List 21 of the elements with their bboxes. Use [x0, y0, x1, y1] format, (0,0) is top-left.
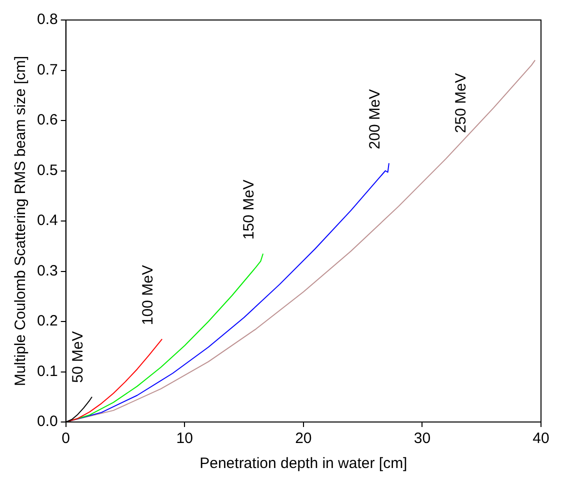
x-tick-label: 40	[532, 430, 550, 448]
x-tick-label: 0	[62, 430, 70, 448]
y-axis-title: Multiple Coulomb Scattering RMS beam size [cm]	[12, 56, 30, 386]
text: 100 MeV	[140, 265, 157, 326]
text: 50 MeV	[70, 331, 87, 383]
x-tick-label: 10	[176, 430, 193, 448]
y-tick-label: 0.3	[36, 262, 58, 280]
text: 150 MeV	[240, 180, 258, 240]
text: 250 MeV	[452, 72, 470, 134]
y-tick-label: 0.5	[36, 162, 58, 179]
y-tick-label: 0.7	[36, 61, 58, 78]
y-tick-label: 0.0	[36, 413, 58, 430]
x-tick-label: 30	[414, 430, 431, 448]
x-axis-title: Penetration depth in water [cm]	[200, 455, 408, 472]
y-tick-label: 0.8	[36, 11, 58, 28]
y-tick-label: 0.1	[36, 362, 58, 380]
x-tick-label: 20	[295, 430, 312, 448]
y-tick-label: 0.6	[36, 112, 58, 129]
y-tick-label: 0.4	[36, 212, 58, 230]
y-tick-label: 0.2	[36, 312, 58, 330]
text: 200 MeV	[366, 89, 384, 150]
